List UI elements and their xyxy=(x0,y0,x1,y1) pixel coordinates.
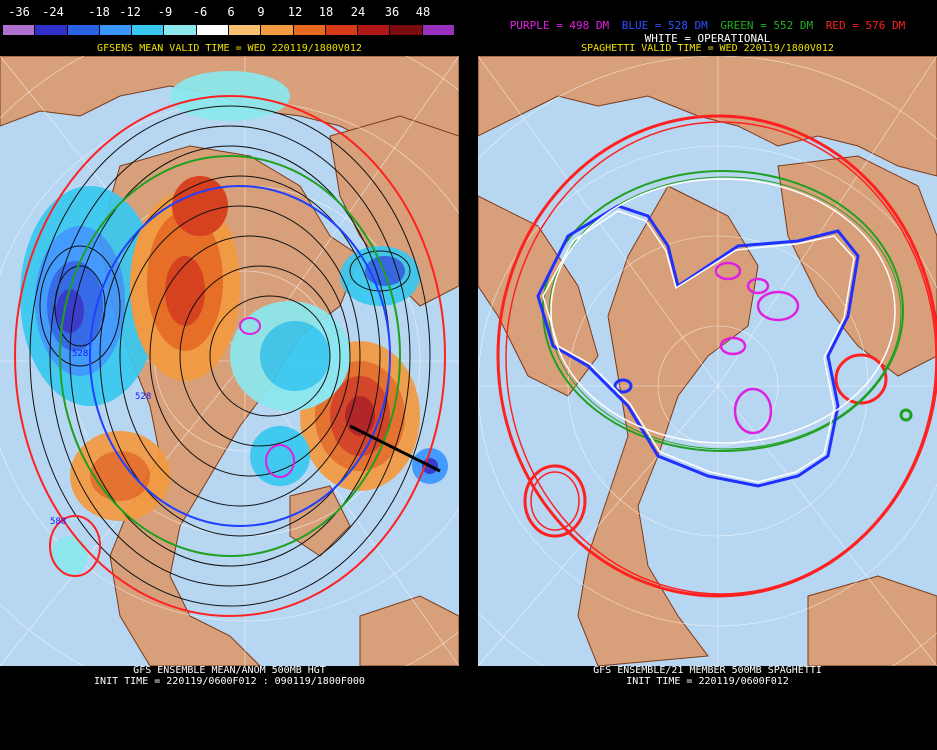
colorbar-label: 36 xyxy=(384,5,400,19)
colorbar-swatch xyxy=(422,25,455,35)
track-line xyxy=(349,424,441,473)
anomaly-colorbar: -36 -24 -18 -12 -9 -6 6 9 12 18 24 36 48 xyxy=(3,4,455,35)
legend-red: RED = 576 DM xyxy=(825,19,906,32)
left-footer-line1: GFS ENSEMBLE MEAN/ANOM 500MB HGT xyxy=(133,665,326,676)
spaghetti-map-svg xyxy=(478,56,937,666)
colorbar-swatch xyxy=(67,25,100,35)
colorbar-swatch xyxy=(358,25,391,35)
contour-label: 528 xyxy=(135,392,151,402)
colorbar-swatch xyxy=(164,25,197,35)
colorbar-label: -36 xyxy=(8,5,30,19)
colorbar-swatch xyxy=(132,25,165,35)
colorbar-label: -12 xyxy=(119,5,141,19)
colorbar-swatch xyxy=(390,25,423,35)
spaghetti-purple xyxy=(714,261,800,435)
right-footer-line2: INIT TIME = 220119/0600F012 xyxy=(626,676,789,687)
left-panel-title: GFSENS MEAN VALID TIME = WED 220119/1800… xyxy=(97,43,362,54)
colorbar-swatch xyxy=(261,25,294,35)
colorbar-label: -24 xyxy=(42,5,64,19)
right-footer-line1: GFS ENSEMBLE/21 MEMBER 500MB SPAGHETTI xyxy=(593,665,822,676)
contour-label: 528 xyxy=(72,349,88,359)
spaghetti-legend: PURPLE = 498 DM BLUE = 528 DM GREEN = 55… xyxy=(478,20,937,32)
colorbar-swatches xyxy=(3,25,455,35)
ensemble-mean-map-svg: 528 528 588 xyxy=(0,56,459,666)
left-panel-ensemble-mean: -36 -24 -18 -12 -9 -6 6 9 12 18 24 36 48… xyxy=(0,0,459,750)
colorbar-swatch xyxy=(99,25,133,35)
colorbar-label: 6 xyxy=(227,5,235,19)
colorbar-label: 9 xyxy=(257,5,265,19)
spaghetti-red xyxy=(496,114,937,598)
legend-green: GREEN = 552 DM xyxy=(720,19,814,32)
spaghetti-white xyxy=(542,178,896,483)
left-map: 528 528 588 xyxy=(0,56,459,666)
colorbar-label: 48 xyxy=(415,5,431,19)
legend-purple: PURPLE = 498 DM xyxy=(509,19,610,32)
colorbar-swatch xyxy=(196,25,229,35)
left-footer-line2: INIT TIME = 220119/0600F012 : 090119/180… xyxy=(94,676,365,687)
anomaly-shading xyxy=(20,71,448,576)
colorbar-label: 12 xyxy=(287,5,303,19)
colorbar-label: -18 xyxy=(88,5,110,19)
legend-blue: BLUE = 528 DM xyxy=(621,19,708,32)
key-contours xyxy=(14,95,446,617)
colorbar-labels: -36 -24 -18 -12 -9 -6 6 9 12 18 24 36 48 xyxy=(3,4,455,20)
colorbar-label: 24 xyxy=(350,5,366,19)
height-contours xyxy=(29,105,431,607)
colorbar-swatch xyxy=(3,25,36,35)
colorbar-label: 18 xyxy=(318,5,334,19)
legend-operational: WHITE = OPERATIONAL xyxy=(644,32,771,45)
right-panel-spaghetti: PURPLE = 498 DM BLUE = 528 DM GREEN = 55… xyxy=(478,0,937,750)
land-masses xyxy=(478,56,937,666)
colorbar-swatch xyxy=(325,25,359,35)
spaghetti-blue xyxy=(536,204,860,488)
colorbar-swatch xyxy=(35,25,68,35)
panel-divider xyxy=(459,0,478,750)
colorbar-label: -6 xyxy=(192,5,208,19)
colorbar-label: -9 xyxy=(157,5,173,19)
right-map xyxy=(478,56,937,666)
colorbar-swatch xyxy=(228,25,262,35)
colorbar-swatch xyxy=(293,25,326,35)
contour-label: 588 xyxy=(50,517,66,527)
right-panel-title: SPAGHETTI VALID TIME = WED 220119/1800V0… xyxy=(581,43,834,54)
